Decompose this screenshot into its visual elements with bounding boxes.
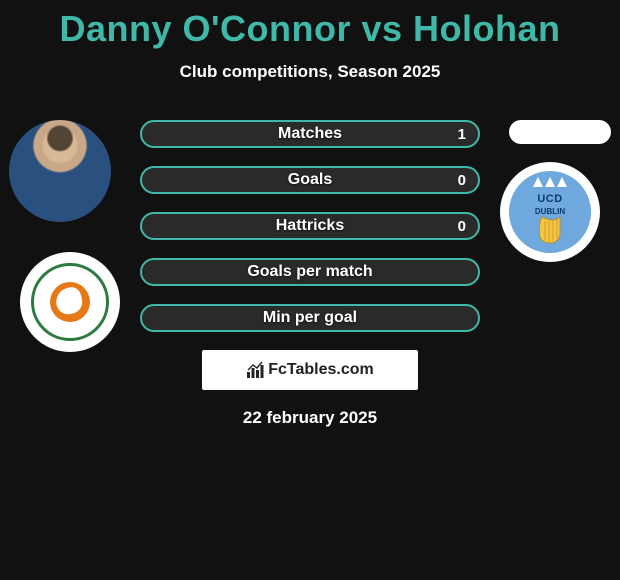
right-player-avatar-placeholder — [509, 120, 611, 144]
stat-bar-goals: Goals 0 — [140, 166, 480, 194]
stat-bar-matches: Matches 1 — [140, 120, 480, 148]
ucd-dublin-crest: UCD DUBLIN — [509, 171, 591, 253]
comparison-panel: UCD DUBLIN Matches 1 Goals 0 Hattricks 0… — [0, 112, 620, 428]
stat-bar-min-per-goal: Min per goal — [140, 304, 480, 332]
stat-bar-hattricks: Hattricks 0 — [140, 212, 480, 240]
page-subtitle: Club competitions, Season 2025 — [0, 62, 620, 82]
stats-bars: Matches 1 Goals 0 Hattricks 0 Goals per … — [140, 112, 480, 332]
stat-label: Min per goal — [263, 309, 357, 327]
chart-icon — [246, 361, 264, 379]
stat-label: Hattricks — [276, 217, 344, 235]
left-club-badge — [20, 252, 120, 352]
bray-wanderers-crest — [31, 263, 109, 341]
harp-icon — [536, 215, 564, 245]
badge-text-ucd: UCD — [509, 193, 591, 205]
date-label: 22 february 2025 — [0, 408, 620, 428]
stat-label: Goals — [288, 171, 332, 189]
stat-value-left: 0 — [458, 218, 466, 235]
brand-watermark: FcTables.com — [202, 350, 418, 390]
brand-text: FcTables.com — [268, 361, 374, 379]
right-club-badge: UCD DUBLIN — [500, 162, 600, 262]
stat-label: Matches — [278, 125, 342, 143]
stat-label: Goals per match — [247, 263, 372, 281]
castle-icon — [533, 177, 567, 187]
stat-bar-goals-per-match: Goals per match — [140, 258, 480, 286]
stat-value-left: 0 — [458, 172, 466, 189]
left-player-avatar — [9, 120, 111, 222]
stat-value-left: 1 — [458, 126, 466, 143]
page-title: Danny O'Connor vs Holohan — [0, 0, 620, 50]
swan-icon — [50, 282, 90, 322]
